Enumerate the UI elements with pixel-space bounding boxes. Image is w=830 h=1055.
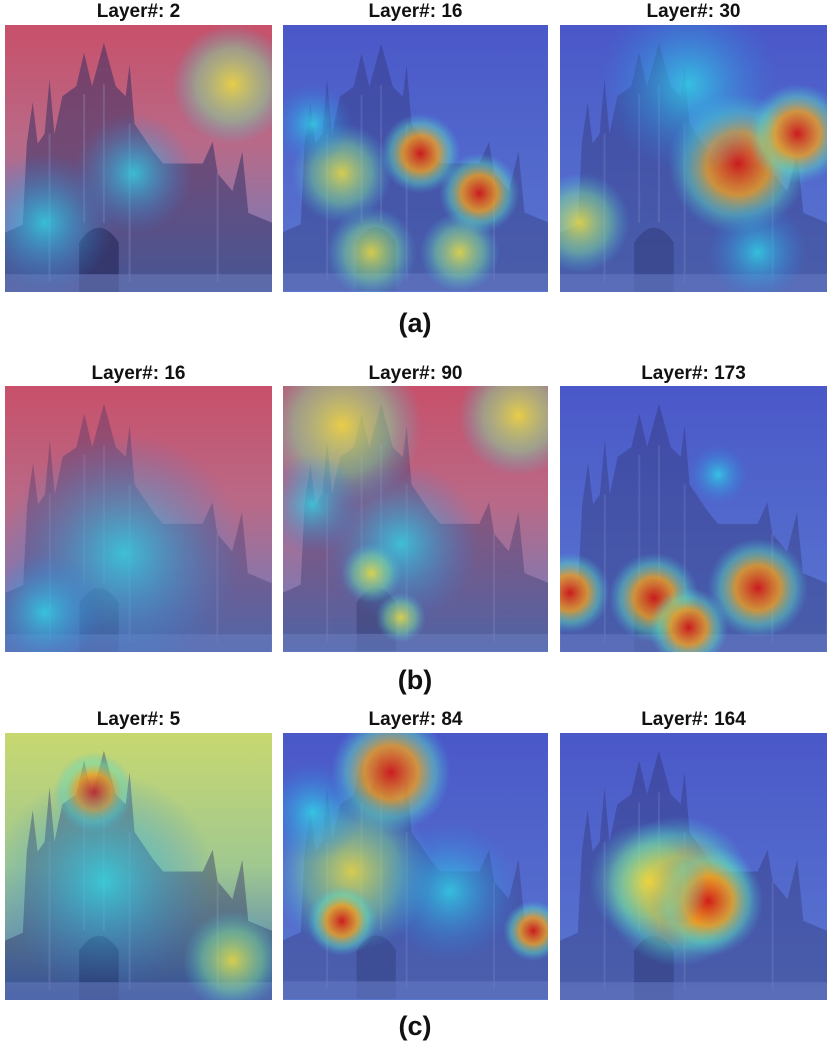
caption: (a) [399, 308, 432, 338]
heatmap-image [5, 386, 272, 652]
panel-title: Layer#: 84 [368, 709, 462, 730]
heat-blob [379, 821, 520, 962]
panel: Layer#: 5 [5, 709, 272, 1000]
panel-title: Layer#: 16 [91, 363, 185, 384]
panel: Layer#: 30 [560, 1, 827, 292]
caption: (b) [398, 665, 432, 695]
heatmap-image [283, 386, 548, 652]
heat-blob [458, 386, 548, 476]
heatmap-image [283, 733, 548, 1000]
heat-blob [560, 172, 630, 273]
panel-title: Layer#: 16 [368, 1, 462, 22]
heat-blob [503, 900, 548, 961]
heat-blob [283, 83, 353, 164]
heat-blob [172, 25, 272, 145]
panel: Layer#: 16 [283, 1, 548, 292]
panel-title: Layer#: 2 [97, 1, 180, 22]
heat-blob [707, 202, 808, 292]
panel: Layer#: 2 [5, 1, 272, 292]
heat-blob [419, 212, 500, 292]
heat-blob [73, 113, 194, 234]
panel-title: Layer#: 90 [368, 363, 462, 384]
heatmap-image [5, 25, 272, 292]
panel: Layer#: 90 [283, 363, 548, 652]
heat-blob [306, 885, 377, 956]
heat-blob [5, 552, 105, 652]
panel-title: Layer#: 30 [646, 1, 740, 22]
heat-blob [283, 762, 363, 863]
caption: (c) [399, 1011, 432, 1041]
panel: Layer#: 164 [560, 709, 827, 1000]
heat-blob [560, 552, 610, 633]
heat-blob [375, 592, 426, 643]
panel: Layer#: 84 [283, 709, 548, 1000]
heat-blob [5, 771, 214, 992]
heat-blob [182, 910, 272, 1000]
heat-blob [648, 587, 729, 652]
panel-title: Layer#: 5 [97, 709, 181, 730]
heatmap-image [283, 25, 548, 292]
heat-blob [589, 821, 709, 942]
heat-blob [326, 207, 417, 292]
heat-blob [283, 454, 363, 555]
heat-blob [341, 543, 402, 604]
panel-title: Layer#: 164 [641, 709, 746, 730]
panel: Layer#: 16 [5, 363, 272, 652]
heat-blob [598, 25, 779, 175]
heat-blob [688, 444, 749, 505]
heat-blob [707, 537, 808, 638]
panel: Layer#: 173 [560, 363, 827, 652]
heat-blob [380, 113, 461, 194]
heatmap-image [5, 733, 272, 1000]
heatmap-image [560, 386, 827, 652]
heatmap-image [560, 25, 827, 292]
panel-title: Layer#: 173 [641, 363, 746, 384]
heatmap-image [560, 733, 827, 1000]
